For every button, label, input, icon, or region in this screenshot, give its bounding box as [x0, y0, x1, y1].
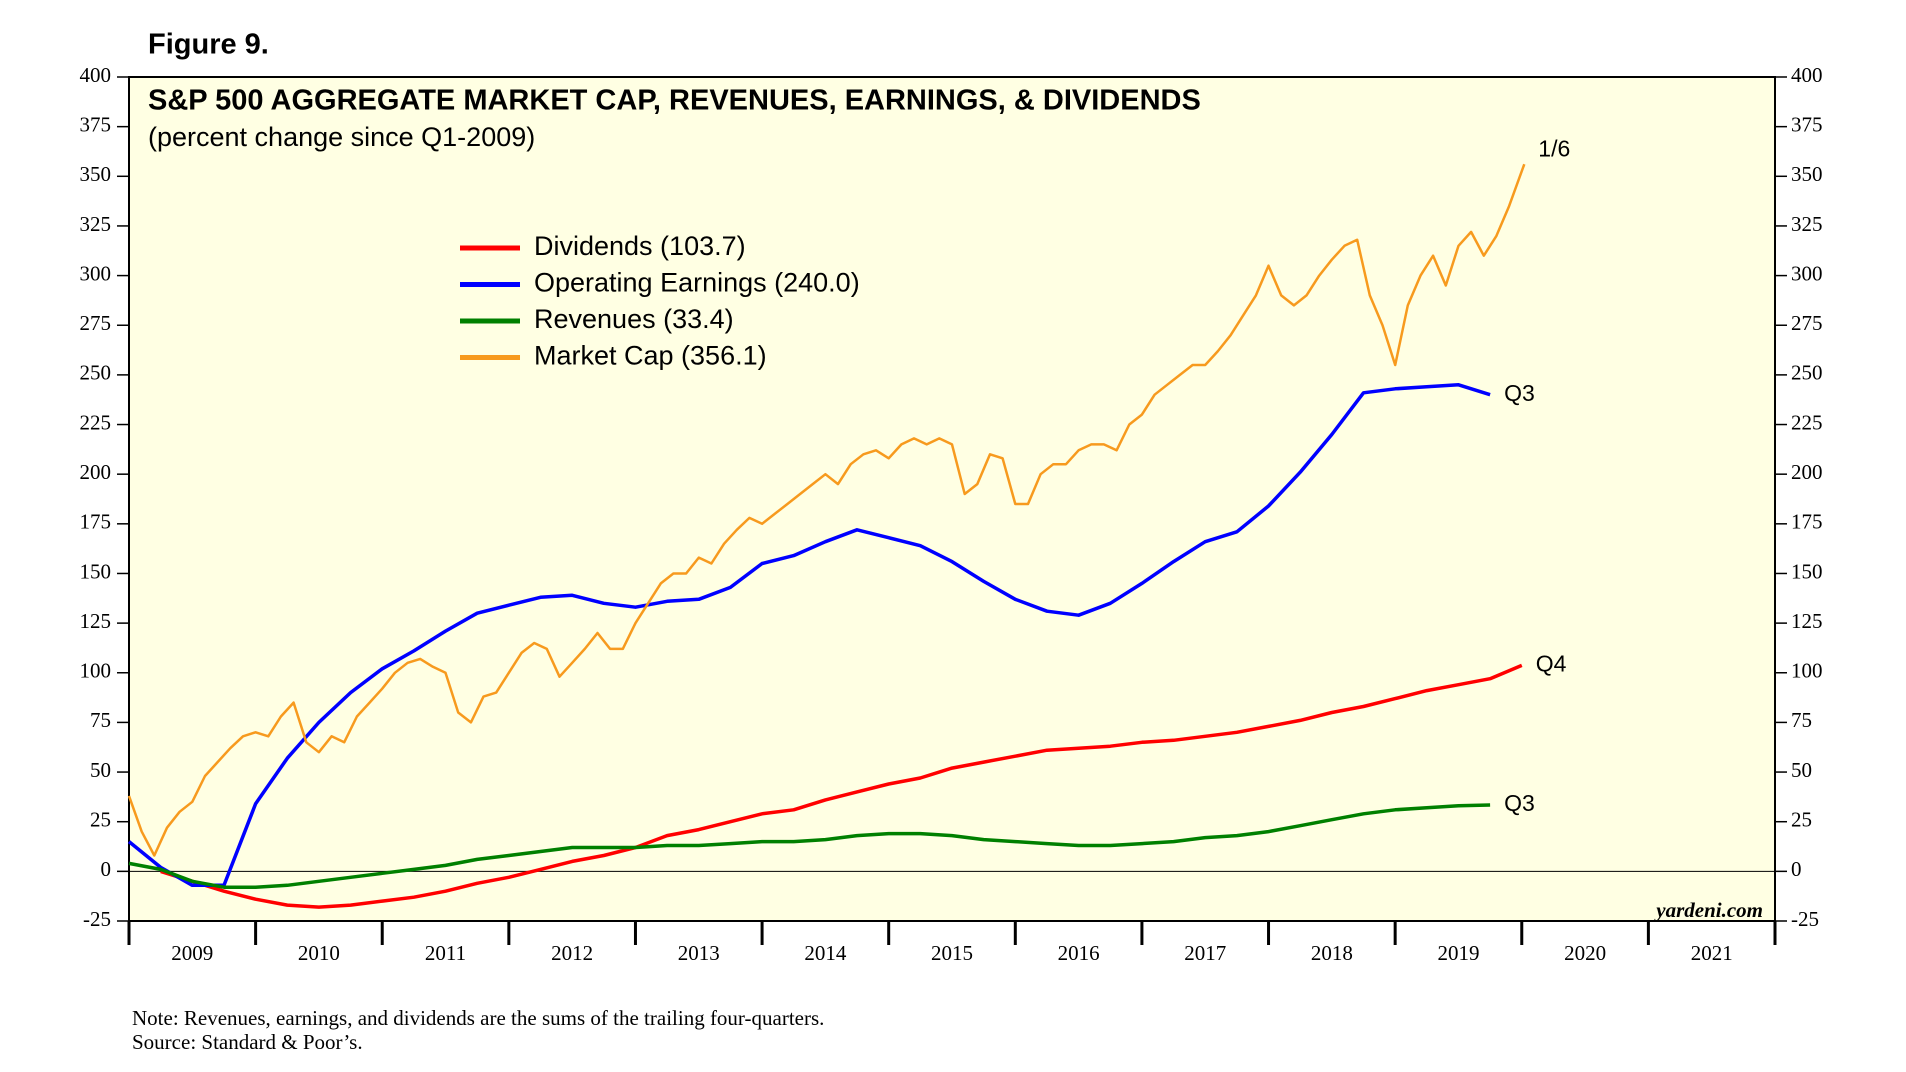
- y2-tick-label: 375: [1791, 112, 1823, 136]
- end-label: Q4: [1536, 650, 1567, 676]
- watermark: yardeni.com: [1653, 898, 1763, 922]
- y2-tick-label: 175: [1791, 510, 1823, 534]
- y-tick-label: 275: [80, 311, 112, 335]
- end-label: Q3: [1504, 380, 1535, 406]
- y-tick-label: 375: [80, 112, 112, 136]
- legend-label: Operating Earnings (240.0): [534, 268, 860, 298]
- y2-tick-label: 25: [1791, 808, 1812, 832]
- y-tick-label: 400: [80, 63, 112, 87]
- x-tick-label: 2017: [1184, 941, 1226, 965]
- x-tick-label: 2021: [1691, 941, 1733, 965]
- y-tick-label: 175: [80, 510, 112, 534]
- x-tick-label: 2019: [1437, 941, 1479, 965]
- y-tick-label: 300: [80, 261, 112, 285]
- end-label: 1/6: [1538, 135, 1570, 161]
- y-tick-label: 75: [90, 708, 111, 732]
- y2-tick-label: 350: [1791, 162, 1823, 186]
- y-tick-label: 250: [80, 361, 112, 385]
- y2-tick-label: 250: [1791, 361, 1823, 385]
- y-tick-label: 325: [80, 212, 112, 236]
- x-tick-label: 2012: [551, 941, 593, 965]
- y2-tick-label: 50: [1791, 758, 1812, 782]
- legend-label: Dividends (103.7): [534, 231, 746, 261]
- x-tick-label: 2010: [298, 941, 340, 965]
- note: Note: Revenues, earnings, and dividends …: [132, 1006, 824, 1030]
- y2-tick-label: -25: [1791, 907, 1819, 931]
- chart-title: S&P 500 AGGREGATE MARKET CAP, REVENUES, …: [148, 85, 1201, 117]
- y2-tick-label: 300: [1791, 261, 1823, 285]
- y2-tick-label: 100: [1791, 659, 1823, 683]
- y-tick-label: 225: [80, 410, 112, 434]
- legend-label: Market Cap (356.1): [534, 341, 767, 371]
- x-tick-label: 2011: [425, 941, 466, 965]
- x-tick-label: 2018: [1311, 941, 1353, 965]
- y2-tick-label: 225: [1791, 410, 1823, 434]
- plot-frame: [128, 76, 1776, 922]
- y-tick-label: 100: [80, 659, 112, 683]
- note: Source: Standard & Poor’s.: [132, 1030, 363, 1054]
- y2-tick-label: 200: [1791, 460, 1823, 484]
- y2-tick-label: 400: [1791, 63, 1823, 87]
- y-tick-label: 125: [80, 609, 112, 633]
- x-tick-label: 2014: [804, 941, 847, 965]
- x-tick-label: 2016: [1058, 941, 1100, 965]
- y2-tick-label: 125: [1791, 609, 1823, 633]
- legend-label: Revenues (33.4): [534, 304, 734, 334]
- y-tick-label: 150: [80, 559, 112, 583]
- series-line: [127, 383, 1491, 888]
- series-line: [128, 803, 1491, 889]
- y-tick-label: 50: [90, 758, 111, 782]
- plot-area: [129, 77, 1775, 921]
- x-tick-label: 2013: [678, 941, 720, 965]
- y-tick-label: -25: [83, 907, 111, 931]
- y-tick-label: 0: [101, 857, 112, 881]
- y2-tick-label: 150: [1791, 559, 1823, 583]
- y2-tick-label: 325: [1791, 212, 1823, 236]
- y2-tick-label: 0: [1791, 857, 1802, 881]
- figure-label: Figure 9.: [148, 29, 269, 61]
- y-tick-label: 25: [90, 808, 111, 832]
- y2-tick-label: 275: [1791, 311, 1823, 335]
- x-tick-label: 2009: [171, 941, 213, 965]
- y2-tick-label: 75: [1791, 708, 1812, 732]
- series-line: [160, 663, 1523, 909]
- end-label: Q3: [1504, 790, 1535, 816]
- series-line: [127, 163, 1526, 857]
- y-tick-label: 350: [80, 162, 112, 186]
- x-tick-label: 2015: [931, 941, 973, 965]
- y-tick-label: 200: [80, 460, 112, 484]
- chart-subtitle: (percent change since Q1-2009): [148, 122, 535, 152]
- x-tick-label: 2020: [1564, 941, 1606, 965]
